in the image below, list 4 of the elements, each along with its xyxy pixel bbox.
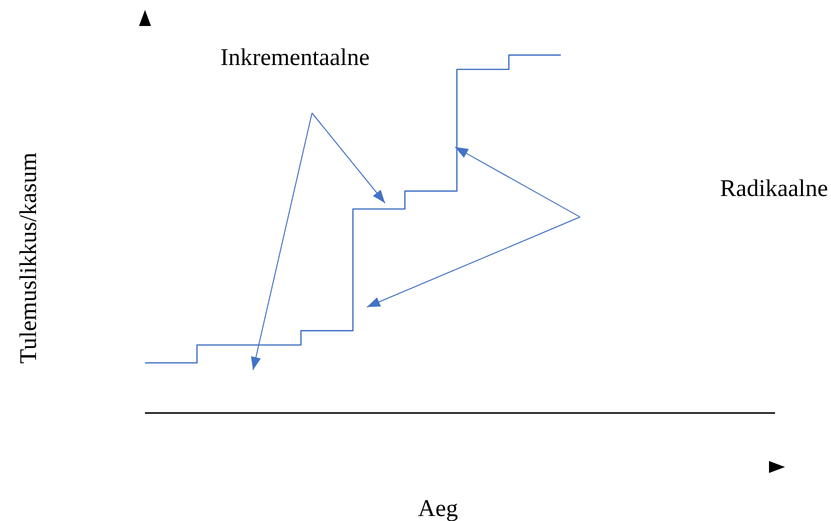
x-axis-title: Aeg [418,496,458,521]
text: Radikaalne [720,176,828,202]
y-axis-title: Tulemuslikkus/kasum [16,152,42,364]
annotation: Inkrementaalne [220,45,370,71]
